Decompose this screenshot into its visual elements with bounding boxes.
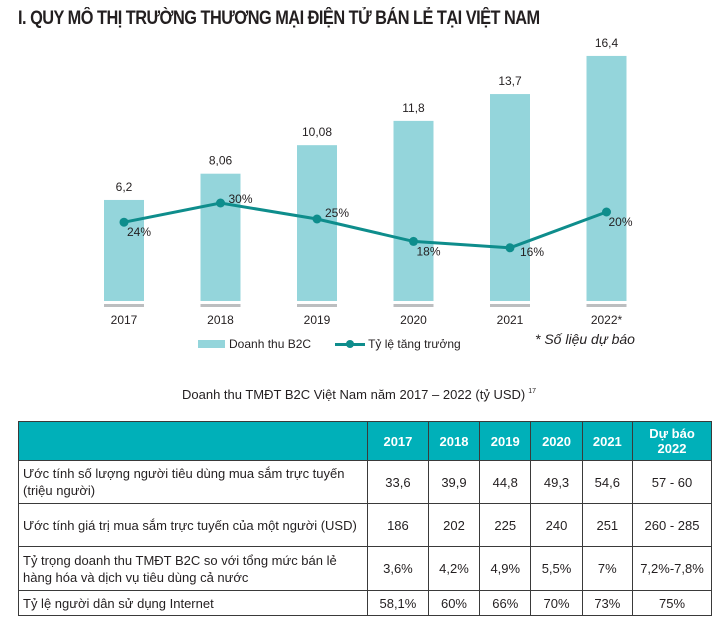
table-cell: 3,6% [367,546,429,591]
table-cell: 39,9 [427,460,481,504]
legend-line-swatch [335,339,366,349]
table-cell: 7% [581,546,634,591]
table-cell: 60% [427,590,481,616]
x-tick-label: 2020 [400,313,427,327]
table-cell: 57 - 60 [632,460,712,504]
bar-value-label: 8,06 [209,154,233,168]
table-cell: 251 [581,503,634,547]
bar-baseline [297,304,337,307]
growth-label: 18% [417,244,441,258]
table-row: Tỷ lệ người dân sử dụng Internet 58,1% 6… [18,590,712,616]
table-header-cell: 2021 [581,421,634,461]
table-cell: 75% [632,590,712,616]
table-cell: 66% [479,590,532,616]
table-header-row: 2017 2018 2019 2020 2021 Dự báo 2022 [18,421,712,461]
growth-label: 30% [229,192,253,206]
table-cell: 4,2% [427,546,481,591]
x-tick-label: 2017 [111,313,138,327]
table-cell: 58,1% [367,590,429,616]
section-title: I. QUY MÔ THỊ TRƯỜNG THƯƠNG MẠI ĐIỆN TỬ … [18,8,540,29]
growth-point [505,243,515,253]
table-row: Ước tính giá trị mua sắm trực tuyến của … [18,503,712,547]
growth-label: 24% [127,225,151,239]
chart-legend: Doanh thu B2C Tỷ lệ tăng trưởng [198,337,461,351]
row-label: Ước tính giá trị mua sắm trực tuyến của … [18,503,368,547]
table-header-cell: 2020 [530,421,583,461]
table-row: Ước tính số lượng người tiêu dùng mua sắ… [18,460,712,504]
ecommerce-stats-table: 2017 2018 2019 2020 2021 Dự báo 2022 Ước… [18,421,712,616]
bar-2021 [490,94,530,301]
growth-line [123,201,608,250]
revenue-growth-chart: 6,2 2017 8,06 2018 10,08 2019 11,8 2020 13,7 2021… [104,36,633,327]
legend-bar-swatch [198,340,225,348]
table-cell: 70% [530,590,583,616]
row-label: Tỷ lệ người dân sử dụng Internet [18,590,368,616]
forecast-note: * Số liệu dự báo [535,331,635,347]
chart-caption: Doanh thu TMĐT B2C Việt Nam năm 2017 – 2… [182,387,536,402]
table-cell: 186 [367,503,429,547]
x-tick-label: 2021 [497,313,524,327]
growth-label: 16% [520,245,544,259]
caption-text: Doanh thu TMĐT B2C Việt Nam năm 2017 – 2… [182,387,526,402]
table-cell: 73% [581,590,634,616]
bar-value-label: 13,7 [498,74,522,88]
bar-2018 [200,173,241,301]
bar-baseline [104,304,144,307]
x-tick-label: 2019 [304,313,331,327]
bar-baseline [490,304,530,307]
table-cell: 4,9% [479,546,532,591]
x-tick-label: 2018 [207,313,234,327]
bar-value-label: 11,8 [402,101,425,115]
row-label: Tỷ trọng doanh thu TMĐT B2C so với tổng … [18,546,368,591]
bar-value-label: 10,08 [302,125,332,139]
bar-2022* [586,55,627,301]
table-cell: 49,3 [530,460,583,504]
bar-2017 [104,199,144,301]
bar-baseline [393,304,434,307]
bar-baseline [586,304,627,307]
legend-bar-label: Doanh thu B2C [229,337,312,351]
table-cell: 44,8 [479,460,532,504]
table-cell: 33,6 [367,460,429,504]
table-row: Tỷ trọng doanh thu TMĐT B2C so với tổng … [18,546,712,591]
table-header-cell: 2017 [367,421,429,461]
table-cell: 240 [530,503,583,547]
growth-label: 25% [325,206,349,220]
bar-baseline [200,304,241,307]
bar-value-label: 16,4 [595,36,619,50]
bar-2020 [393,120,434,301]
table-header-cell: 2019 [479,421,532,461]
table-cell: 202 [427,503,481,547]
table-cell: 225 [479,503,532,547]
table-cell: 5,5% [530,546,583,591]
growth-point [312,214,322,224]
table-cell: 54,6 [581,460,634,504]
table-cell: 260 - 285 [632,503,712,547]
caption-footnote: 17 [528,388,537,395]
growth-point [216,198,225,208]
table-header-cell: Dự báo 2022 [632,421,712,461]
growth-point [602,207,611,217]
bar-value-label: 6,2 [116,180,133,194]
growth-label: 20% [609,215,633,229]
row-label: Ước tính số lượng người tiêu dùng mua sắ… [18,460,368,504]
table-header-cell: 2018 [427,421,481,461]
legend-line-label: Tỷ lệ tăng trưởng [368,337,461,351]
growth-point [409,236,418,246]
x-tick-label: 2022* [591,313,623,327]
table-cell: 7,2%-7,8% [632,546,712,591]
table-header-cell [18,421,368,461]
growth-point [119,217,129,227]
